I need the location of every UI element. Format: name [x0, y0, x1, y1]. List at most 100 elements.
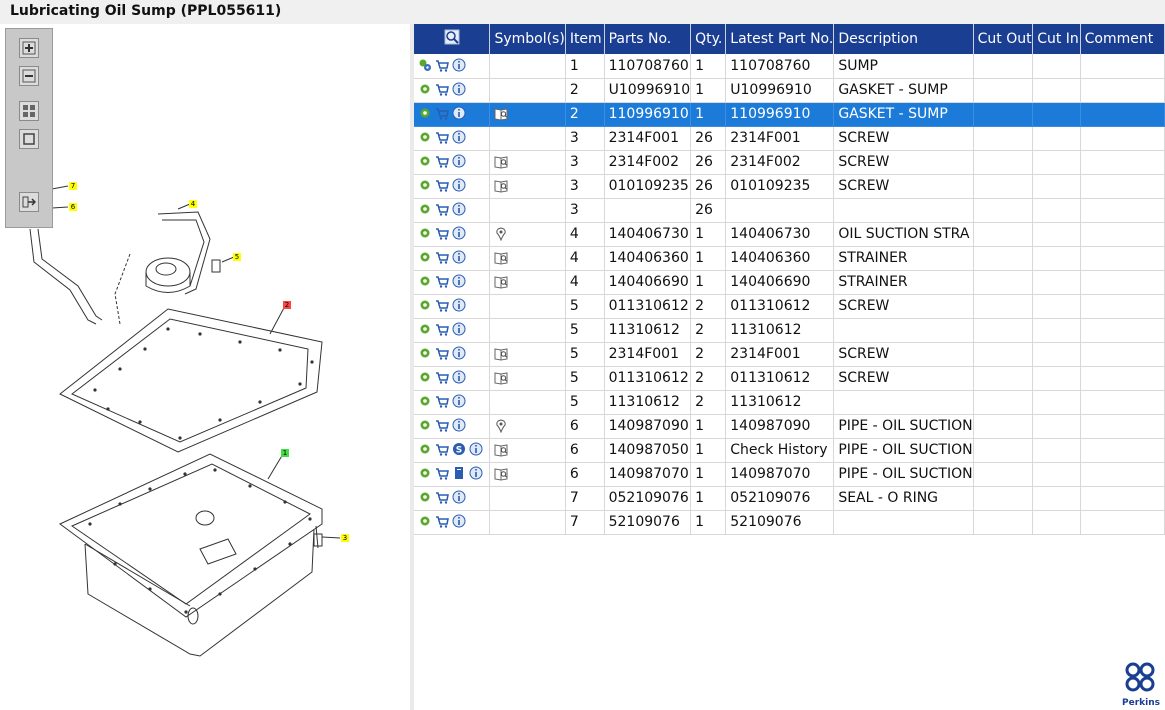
cart-icon[interactable]: [435, 514, 449, 528]
table-row[interactable]: 3 2314F002 26 2314F002 SCREW: [414, 150, 1165, 175]
row-symbol[interactable]: [489, 438, 566, 463]
header-parts-no[interactable]: Parts No.: [604, 24, 692, 54]
zoom-in-button[interactable]: [19, 38, 39, 58]
cart-icon[interactable]: [435, 442, 449, 456]
gear-icon[interactable]: [418, 274, 432, 288]
table-row[interactable]: 4 140406690 1 140406690 STRAINER: [414, 270, 1165, 295]
gear-icon[interactable]: [418, 130, 432, 144]
gear-icon[interactable]: [418, 178, 432, 192]
info-icon[interactable]: [452, 178, 466, 192]
table-row[interactable]: 5 11310612 2 11310612: [414, 390, 1165, 415]
gear-icon[interactable]: [418, 514, 432, 528]
row-symbol[interactable]: [489, 174, 566, 199]
gear-icon[interactable]: [418, 106, 432, 120]
doc-icon[interactable]: [452, 466, 466, 480]
fit-window-button[interactable]: [19, 101, 39, 121]
s-badge-icon[interactable]: S: [452, 442, 466, 456]
table-row[interactable]: 3 26: [414, 198, 1165, 223]
cart-icon[interactable]: [435, 370, 449, 384]
pane-splitter[interactable]: [410, 24, 414, 710]
callout-6[interactable]: 6: [69, 203, 77, 211]
header-symbols[interactable]: Symbol(s): [489, 24, 566, 54]
gear-icon[interactable]: [418, 82, 432, 96]
header-cut-out[interactable]: Cut Out: [973, 24, 1034, 54]
cart-icon[interactable]: [435, 106, 449, 120]
header-comment[interactable]: Comment: [1080, 24, 1165, 54]
info-icon[interactable]: [452, 370, 466, 384]
table-row[interactable]: 1 110708760 1 110708760 SUMP: [414, 54, 1165, 79]
table-row[interactable]: 4 140406360 1 140406360 STRAINER: [414, 246, 1165, 271]
gear-icon[interactable]: [418, 442, 432, 456]
pin-icon[interactable]: [494, 419, 508, 433]
header-actions[interactable]: [414, 24, 491, 54]
row-symbol[interactable]: [489, 102, 566, 127]
cart-icon[interactable]: [435, 322, 449, 336]
header-latest-part-no[interactable]: Latest Part No.: [725, 24, 835, 54]
info-icon[interactable]: [469, 466, 483, 480]
table-row[interactable]: 5 2314F001 2 2314F001 SCREW: [414, 342, 1165, 367]
header-description[interactable]: Description: [833, 24, 974, 54]
gear-icon[interactable]: [418, 322, 432, 336]
book-icon[interactable]: [494, 179, 508, 193]
callout-5[interactable]: 5: [233, 253, 241, 261]
gear-icon[interactable]: [418, 298, 432, 312]
book-icon[interactable]: [494, 347, 508, 361]
callout-4[interactable]: 4: [189, 200, 197, 208]
callout-2[interactable]: 2: [283, 301, 291, 309]
table-row[interactable]: 3 010109235 26 010109235 SCREW: [414, 174, 1165, 199]
book-icon[interactable]: [494, 467, 508, 481]
cart-icon[interactable]: [435, 298, 449, 312]
cart-icon[interactable]: [435, 130, 449, 144]
actual-size-button[interactable]: [19, 129, 39, 149]
row-symbol[interactable]: [489, 222, 566, 247]
row-symbol[interactable]: [489, 366, 566, 391]
gear-icon[interactable]: [418, 202, 432, 216]
gear-icon[interactable]: [418, 394, 432, 408]
gear-icon[interactable]: [418, 370, 432, 384]
cart-icon[interactable]: [435, 250, 449, 264]
info-icon[interactable]: [452, 250, 466, 264]
table-row[interactable]: 3 2314F001 26 2314F001 SCREW: [414, 126, 1165, 151]
exploded-diagram[interactable]: [0, 24, 410, 710]
info-icon[interactable]: [452, 106, 466, 120]
book-icon[interactable]: [494, 251, 508, 265]
info-icon[interactable]: [469, 442, 483, 456]
info-icon[interactable]: [452, 202, 466, 216]
info-icon[interactable]: [452, 322, 466, 336]
table-row[interactable]: 6 140987090 1 140987090 PIPE - OIL SUCTION: [414, 414, 1165, 439]
book-icon[interactable]: [494, 371, 508, 385]
gear-icon[interactable]: [418, 418, 432, 432]
export-button[interactable]: [19, 192, 39, 212]
row-symbol[interactable]: [489, 270, 566, 295]
cart-icon[interactable]: [435, 346, 449, 360]
table-row[interactable]: 2 110996910 1 110996910 GASKET - SUMP: [414, 102, 1165, 127]
info-icon[interactable]: [452, 274, 466, 288]
cart-icon[interactable]: [435, 202, 449, 216]
info-icon[interactable]: [452, 346, 466, 360]
book-icon[interactable]: [494, 275, 508, 289]
gear-icon[interactable]: [418, 466, 432, 480]
table-row[interactable]: 7 52109076 1 52109076: [414, 510, 1165, 535]
cart-icon[interactable]: [435, 418, 449, 432]
cart-icon[interactable]: [435, 394, 449, 408]
cart-icon[interactable]: [435, 490, 449, 504]
table-row[interactable]: 2 U10996910 1 U10996910 GASKET - SUMP: [414, 78, 1165, 103]
book-icon[interactable]: [494, 107, 508, 121]
info-icon[interactable]: [452, 130, 466, 144]
gear-icon[interactable]: [418, 346, 432, 360]
cart-icon[interactable]: [435, 178, 449, 192]
book-icon[interactable]: [494, 155, 508, 169]
row-symbol[interactable]: [489, 414, 566, 439]
zoom-out-button[interactable]: [19, 66, 39, 86]
callout-7[interactable]: 7: [69, 182, 77, 190]
info-icon[interactable]: [452, 226, 466, 240]
diagram-pane[interactable]: 7 6 4 5 2 1 3: [0, 24, 410, 710]
cart-icon[interactable]: [435, 466, 449, 480]
callout-1[interactable]: 1: [281, 449, 289, 457]
table-row[interactable]: S 6 140987050 1 Check History PIPE - OIL SUCT…: [414, 438, 1165, 463]
info-icon[interactable]: [452, 394, 466, 408]
cart-icon[interactable]: [435, 226, 449, 240]
cart-icon[interactable]: [435, 274, 449, 288]
gear-icon[interactable]: [418, 490, 432, 504]
header-cut-in[interactable]: Cut In: [1032, 24, 1081, 54]
